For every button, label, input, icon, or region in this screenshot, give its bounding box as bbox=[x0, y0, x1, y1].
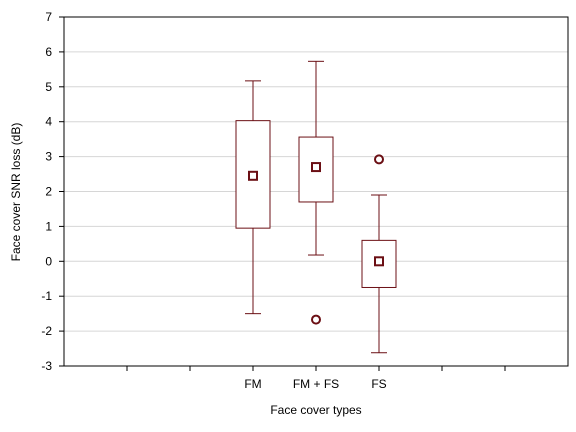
y-tick-label: -2 bbox=[41, 324, 52, 338]
x-tick-label: FS bbox=[371, 377, 386, 391]
box-group bbox=[235, 80, 271, 315]
center-marker bbox=[248, 170, 258, 181]
y-tick-label: 6 bbox=[45, 45, 52, 59]
y-tick-label: 5 bbox=[45, 80, 52, 94]
y-tick-label: 3 bbox=[45, 150, 52, 164]
outlier-point bbox=[374, 154, 384, 165]
y-tick-label: 0 bbox=[45, 254, 52, 268]
center-marker bbox=[374, 256, 384, 267]
outlier-point bbox=[311, 314, 321, 325]
center-marker bbox=[311, 162, 321, 173]
y-tick-label: 1 bbox=[45, 219, 52, 233]
axes bbox=[59, 16, 569, 371]
x-tick-label: FM + FS bbox=[293, 377, 339, 391]
x-tick-label: FM bbox=[244, 377, 261, 391]
tick-labels: -3 -2 -1 0 1 2 3 4 5 6 7 FM FM + FS FS bbox=[41, 10, 386, 391]
y-tick-label: -1 bbox=[41, 289, 52, 303]
y-axis-title: Face cover SNR loss (dB) bbox=[9, 123, 23, 262]
y-tick-label: 7 bbox=[45, 10, 52, 24]
box-group bbox=[298, 60, 334, 325]
box-series bbox=[235, 60, 397, 354]
y-tick-label: -3 bbox=[41, 359, 52, 373]
y-tick-label: 2 bbox=[45, 185, 52, 199]
y-tick-label: 4 bbox=[45, 115, 52, 129]
box-group bbox=[361, 154, 397, 354]
x-axis-title: Face cover types bbox=[270, 403, 361, 417]
